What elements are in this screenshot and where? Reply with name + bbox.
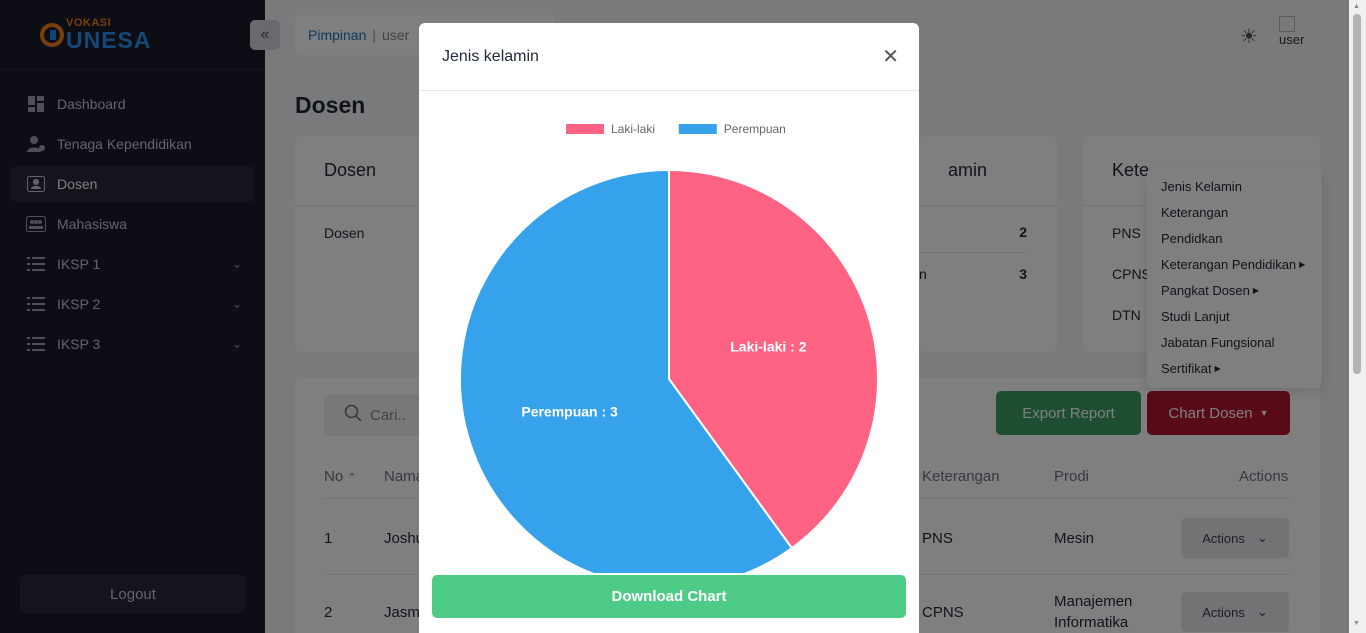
- scroll-down-arrow-icon[interactable]: ▼: [1353, 620, 1360, 627]
- pie-slice-laki-laki[interactable]: [668, 168, 879, 550]
- legend-item[interactable]: Perempuan: [678, 122, 786, 136]
- modal-title: Jenis kelamin: [442, 47, 539, 65]
- legend-item[interactable]: Laki-laki: [566, 122, 655, 136]
- pie-data-label: Perempuan : 3: [521, 403, 618, 419]
- modal-header: Jenis kelamin ✕: [419, 23, 919, 91]
- scroll-thumb[interactable]: [1353, 14, 1361, 374]
- chart-modal: Jenis kelamin ✕ Laki-laki Perempuan Laki-l…: [419, 23, 919, 633]
- download-chart-button[interactable]: Download Chart: [432, 575, 906, 618]
- scroll-up-arrow-icon[interactable]: ▲: [1353, 3, 1360, 10]
- legend-swatch: [566, 124, 604, 134]
- close-icon[interactable]: ✕: [882, 46, 899, 68]
- pie-chart: Laki-laki Perempuan Laki-laki : 2 Perempuan…: [419, 113, 919, 589]
- page-scrollbar[interactable]: ▲ ▼: [1349, 0, 1366, 633]
- pie-data-label: Laki-laki : 2: [730, 339, 806, 355]
- pie-chart-svg: Laki-laki Perempuan Laki-laki : 2 Perempuan…: [459, 122, 879, 589]
- legend-label: Laki-laki: [611, 122, 655, 136]
- legend-swatch: [678, 124, 717, 134]
- legend-label: Perempuan: [724, 122, 786, 136]
